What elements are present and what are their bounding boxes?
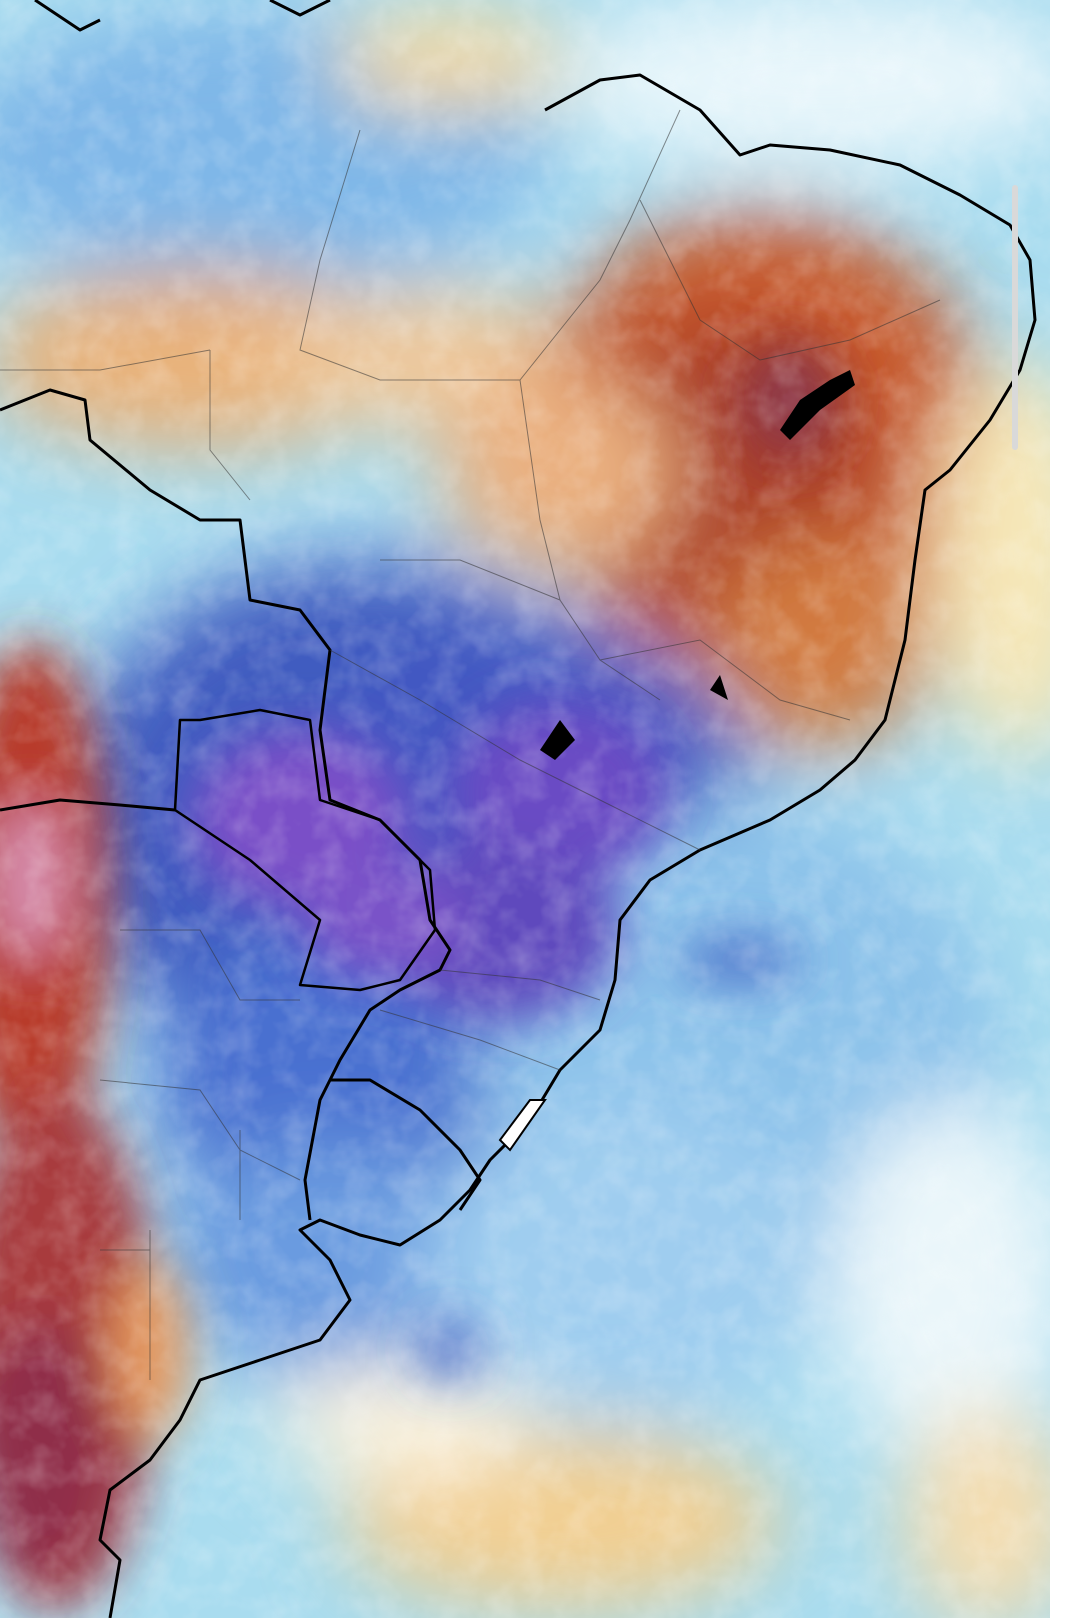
state-borders — [0, 109, 941, 1380]
scrollbar-thumb[interactable] — [1012, 185, 1018, 450]
page-margin — [1050, 0, 1080, 1618]
coastlines — [0, 0, 1037, 1618]
lakes-and-highlands — [498, 370, 855, 1152]
